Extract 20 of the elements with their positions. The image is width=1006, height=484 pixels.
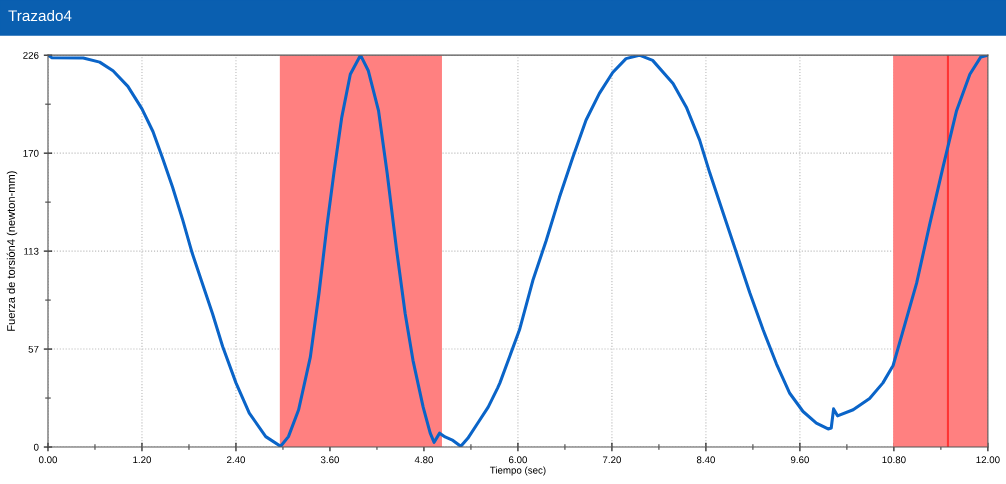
- x-tick-label: 4.80: [414, 456, 434, 464]
- line-series: [47, 55, 988, 448]
- x-tick-label: 0.00: [38, 456, 58, 464]
- x-tick-label: 3.60: [320, 456, 340, 464]
- x-tick-label: 9.60: [790, 456, 809, 464]
- x-tick-label: 6.00: [508, 456, 528, 464]
- chart-title: Trazado4: [8, 9, 72, 22]
- y-tick-label: 226: [23, 51, 39, 59]
- x-axis-title: Tiempo (sec): [489, 466, 546, 476]
- x-tick-label: 7.20: [602, 456, 622, 464]
- x-tick-label: 2.40: [227, 456, 246, 464]
- x-tick-label: 8.40: [696, 456, 715, 464]
- y-tick-label: 57: [28, 345, 39, 353]
- y-tick-label: 113: [24, 247, 39, 255]
- x-tick-label: 12.00: [976, 456, 1000, 464]
- y-tick-label: 170: [23, 149, 39, 157]
- y-tick-label: 0: [33, 443, 39, 451]
- y-axis-title: Fuerza de torsión4 (newton-mm): [6, 171, 18, 331]
- x-tick-label: 1.20: [133, 456, 152, 464]
- x-tick-label: 10.80: [882, 456, 906, 464]
